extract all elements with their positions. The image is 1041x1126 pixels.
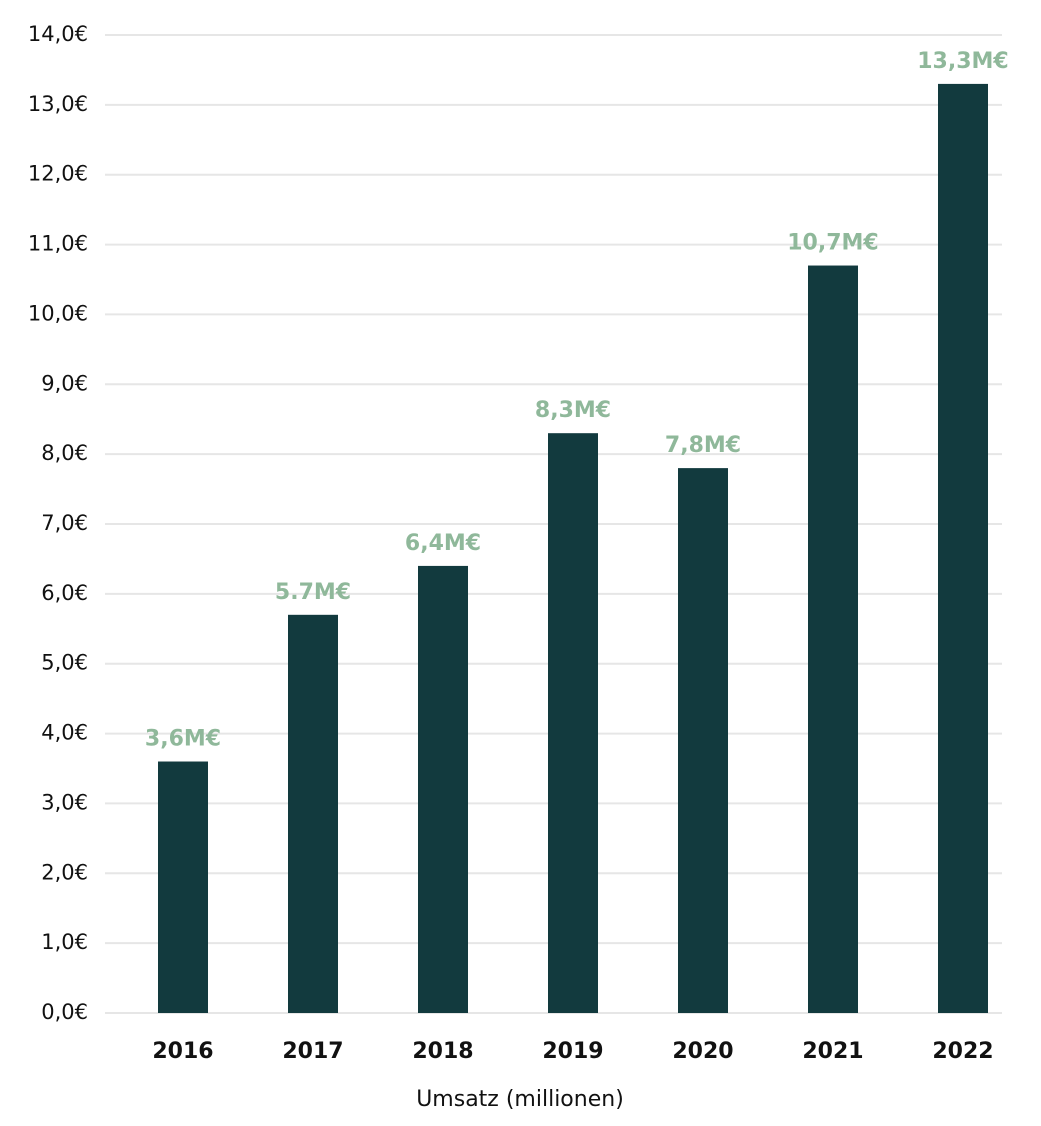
value-label: 8,3M€ — [535, 398, 611, 423]
y-tick-label: 14,0€ — [28, 22, 88, 46]
bar — [288, 614, 338, 1013]
x-tick-label: 2020 — [672, 1039, 733, 1064]
y-tick-label: 11,0€ — [28, 232, 88, 256]
x-tick-label: 2022 — [932, 1039, 993, 1064]
bar — [548, 433, 598, 1014]
y-tick-label: 0,0€ — [41, 1000, 88, 1024]
y-tick-label: 3,0€ — [41, 790, 88, 814]
y-tick-label: 10,0€ — [28, 301, 88, 325]
bar — [938, 83, 988, 1013]
value-label: 10,7M€ — [787, 231, 878, 256]
y-tick-label: 2,0€ — [41, 860, 88, 884]
bar — [808, 265, 858, 1013]
value-label: 7,8M€ — [665, 433, 741, 458]
x-tick-label: 2019 — [542, 1039, 603, 1064]
x-axis-title: Umsatz (millionen) — [416, 1087, 624, 1112]
value-label: 5.7M€ — [275, 580, 351, 605]
bar — [418, 565, 468, 1013]
value-label: 3,6M€ — [145, 727, 221, 752]
y-tick-label: 1,0€ — [41, 930, 88, 954]
y-tick-label: 12,0€ — [28, 162, 88, 186]
bar — [678, 468, 728, 1014]
value-label: 6,4M€ — [405, 531, 481, 556]
x-tick-label: 2018 — [412, 1039, 473, 1064]
y-tick-label: 9,0€ — [41, 371, 88, 395]
y-tick-label: 4,0€ — [41, 721, 88, 745]
value-label: 13,3M€ — [917, 49, 1008, 74]
y-tick-label: 8,0€ — [41, 441, 88, 465]
y-tick-label: 7,0€ — [41, 511, 88, 535]
x-tick-label: 2017 — [282, 1039, 343, 1064]
bar — [158, 761, 208, 1013]
y-tick-label: 5,0€ — [41, 651, 88, 675]
y-tick-label: 13,0€ — [28, 92, 88, 116]
x-tick-label: 2016 — [152, 1039, 213, 1064]
x-tick-label: 2021 — [802, 1039, 863, 1064]
y-tick-label: 6,0€ — [41, 581, 88, 605]
